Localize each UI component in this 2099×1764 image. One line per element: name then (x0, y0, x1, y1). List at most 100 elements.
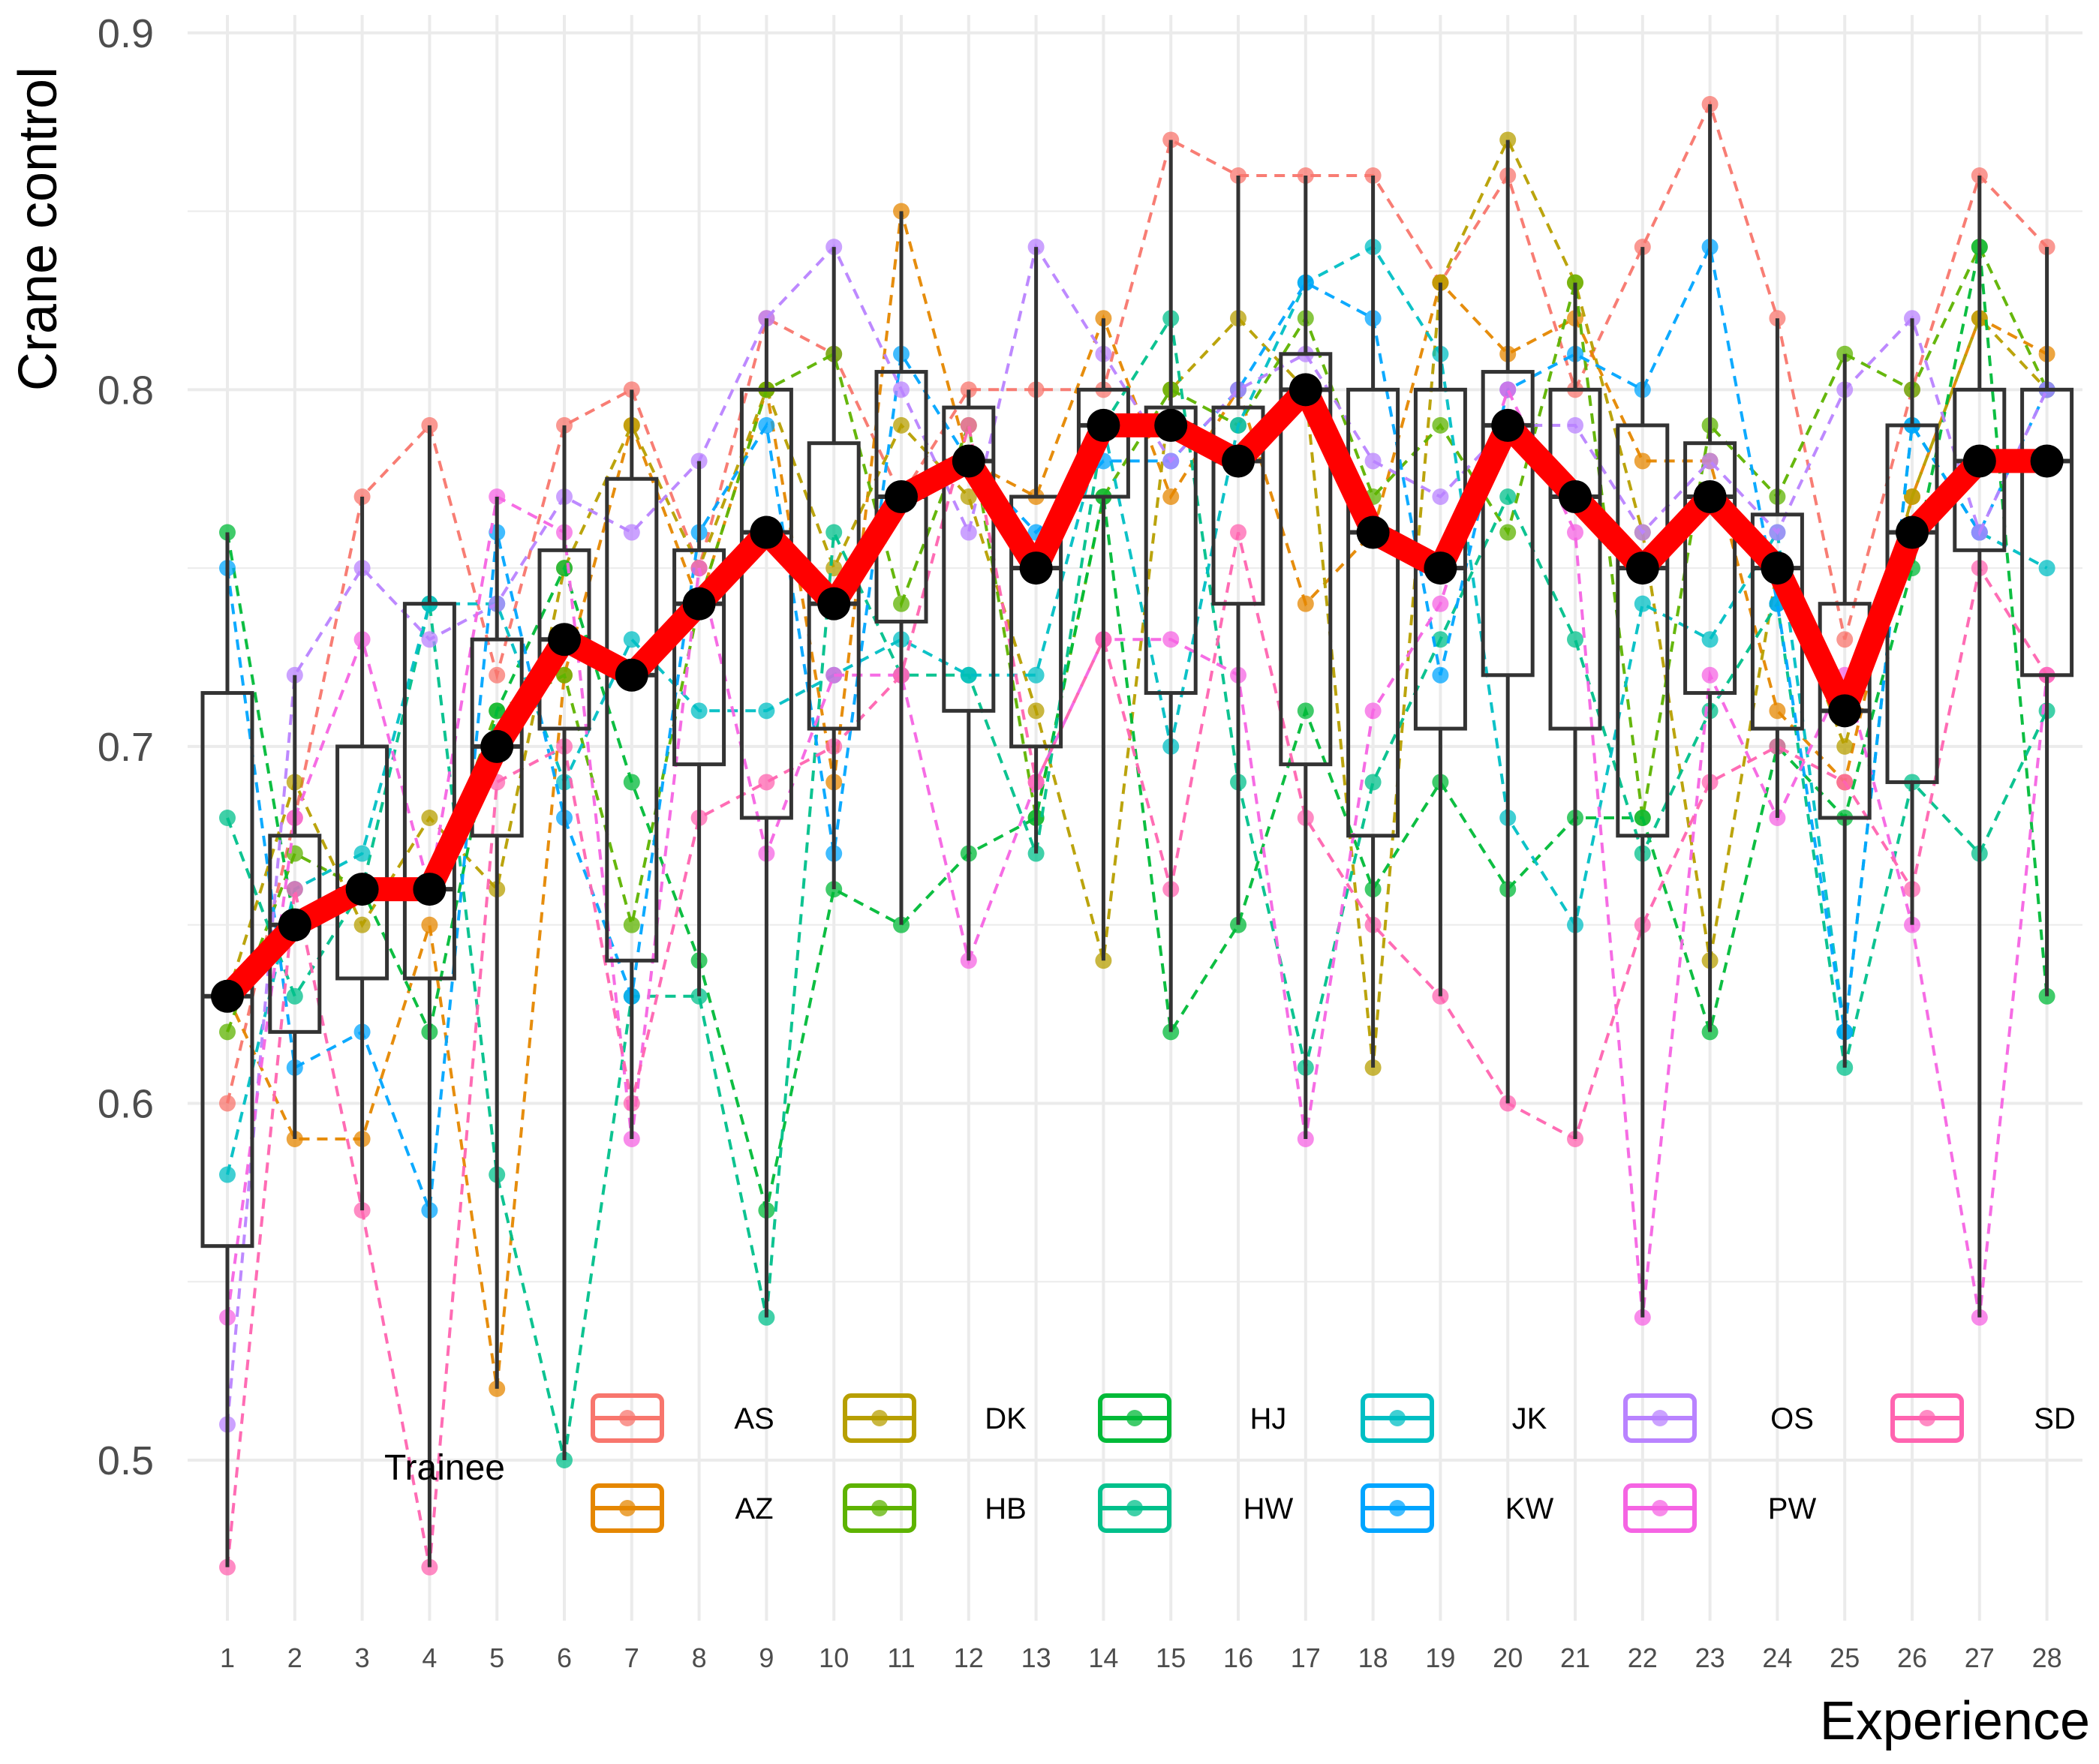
legend-key-point (1126, 1410, 1143, 1426)
series-point-dk (421, 810, 438, 826)
series-point-az (1162, 488, 1180, 505)
mean-point (885, 480, 918, 513)
legend-title: Trainee (384, 1448, 505, 1488)
legend-key-point (619, 1500, 636, 1516)
series-point-hw (1567, 631, 1583, 648)
box-body (942, 405, 996, 713)
x-tick-label: 22 (1628, 1642, 1658, 1673)
box-body (1548, 387, 1602, 731)
series-point-kw (758, 416, 775, 434)
legend-item-az: AZ (591, 1483, 774, 1533)
legend-label: DK (985, 1402, 1027, 1435)
series-point-az (1297, 595, 1314, 612)
series-point-os (893, 381, 910, 398)
series-point-hw (1364, 774, 1382, 791)
mean-point (548, 623, 581, 657)
box-body (672, 548, 726, 767)
legend-key-point (1389, 1500, 1406, 1516)
series-point-hb (556, 666, 573, 684)
series-line-dk (226, 136, 2049, 1068)
series-line-pw (226, 385, 2049, 1318)
mean-point (682, 587, 716, 621)
x-tick-label: 7 (624, 1642, 639, 1673)
series-point-pw (1499, 381, 1517, 398)
series-point-as (489, 666, 506, 684)
axes: Experience Crane control 0.5 0.6 0.7 0.8 0.9… (8, 11, 2090, 1751)
x-tick-label: 16 (1223, 1642, 1253, 1673)
x-tick-label: 17 (1291, 1642, 1321, 1673)
legend-label: HW (1243, 1492, 1294, 1525)
x-tick-label: 6 (557, 1642, 572, 1673)
legend-label: HB (985, 1492, 1027, 1525)
legend-label: AS (734, 1402, 774, 1435)
series-point-os (623, 524, 640, 541)
series-point-os (1162, 452, 1180, 470)
series-point-dk (960, 488, 977, 505)
x-tick-label: 5 (489, 1642, 504, 1673)
series-point-as (1836, 631, 1854, 648)
series-point-pw (1432, 595, 1449, 612)
series-point-az (1769, 702, 1786, 720)
series-point-az (1634, 452, 1651, 470)
mean-point (952, 444, 985, 478)
series-point-sd (286, 881, 303, 898)
x-axis-title: Experience (1820, 1691, 2090, 1751)
x-tick-label: 18 (1358, 1642, 1388, 1673)
x-tick-label: 25 (1830, 1642, 1860, 1673)
series-point-dk (353, 916, 371, 933)
legend-label: PW (1768, 1492, 1817, 1525)
legend-item-hw: HW (1098, 1483, 1294, 1533)
legend-item-jk: JK (1361, 1393, 1547, 1443)
mean-point (615, 658, 648, 692)
series-point-jk (1027, 666, 1045, 684)
legend-key-point (871, 1500, 888, 1516)
legend-item-as: AS (591, 1393, 774, 1443)
mean-point (1222, 444, 1255, 478)
series-point-dk (1027, 702, 1045, 720)
mean-point (1962, 444, 1996, 478)
x-tick-label: 28 (2032, 1642, 2062, 1673)
legend-key-point (1389, 1410, 1406, 1426)
y-tick-label: 0.9 (98, 11, 154, 56)
x-tick-label: 8 (692, 1642, 707, 1673)
series-point-jk (2038, 560, 2055, 577)
series-point-dk (1904, 488, 1920, 505)
series-point-pw (690, 560, 708, 577)
series-point-hw (825, 524, 843, 541)
series-point-hb (219, 1023, 236, 1041)
legend-key-point (1652, 1410, 1668, 1426)
series-point-os (1432, 488, 1449, 505)
box-body (1279, 352, 1333, 767)
box-body (605, 476, 659, 963)
series-point-jk (1701, 631, 1719, 648)
series-point-hj (623, 774, 640, 791)
y-tick-label: 0.5 (98, 1438, 154, 1483)
mean-point (1424, 551, 1457, 585)
mean-point (1491, 408, 1525, 442)
legend-key-point (1919, 1410, 1935, 1426)
series-point-dk (1836, 738, 1854, 755)
series-point-os (1701, 452, 1719, 470)
series-point-hb (1432, 416, 1449, 434)
series-point-hb (893, 595, 910, 612)
mean-point (1896, 515, 1929, 549)
x-tick-label: 19 (1425, 1642, 1455, 1673)
series-line-sd (226, 425, 2049, 1568)
series-point-os (1364, 452, 1382, 470)
mean-point (1828, 694, 1862, 728)
box-body (1144, 405, 1198, 696)
mean-point (278, 908, 311, 942)
series-point-pw (1162, 631, 1180, 648)
series-point-os (1769, 524, 1786, 541)
series-line-as (226, 100, 2049, 1104)
box-body (1009, 494, 1063, 749)
mean-point (1087, 408, 1120, 442)
legend-item-sd: SD (1890, 1393, 2076, 1443)
series-point-hj (1634, 810, 1651, 826)
series-point-kw (1432, 666, 1449, 684)
series-point-dk (893, 416, 910, 434)
mean-point (1761, 551, 1794, 585)
x-tick-label: 23 (1695, 1642, 1725, 1673)
series-point-pw (1364, 702, 1382, 720)
series-point-jk (353, 845, 371, 862)
